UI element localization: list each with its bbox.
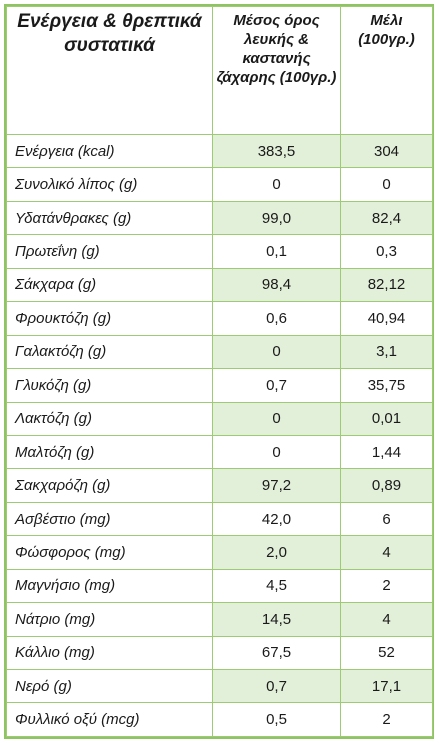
table-row: Φρουκτόζη (g) 0,6 40,94 <box>6 301 433 336</box>
honey-value: 3,1 <box>340 334 433 370</box>
table-row: Πρωτεΐνη (g) 0,1 0,3 <box>6 234 433 269</box>
sugar-value: 2,0 <box>212 535 341 570</box>
table-header-row: Ενέργεια & θρεπτικά συστατικά Μέσος όρος… <box>6 6 433 135</box>
sugar-value: 97,2 <box>212 468 341 503</box>
honey-value: 1,44 <box>340 434 433 470</box>
table-row: Φυλλικό οξύ (mcg) 0,5 2 <box>6 702 433 737</box>
honey-value: 4 <box>340 535 433 570</box>
table-row: Ασβέστιο (mg) 42,0 6 <box>6 501 433 537</box>
sugar-value: 383,5 <box>212 133 341 169</box>
nutrient-label: Φώσφορος (mg) <box>6 535 213 570</box>
honey-value: 35,75 <box>340 368 433 403</box>
table-row: Σάκχαρα (g) 98,4 82,12 <box>6 267 433 303</box>
honey-value: 0 <box>340 167 433 202</box>
honey-value: 0,3 <box>340 234 433 269</box>
sugar-value: 0 <box>212 434 341 470</box>
nutrient-label: Λακτόζη (g) <box>6 401 213 436</box>
nutrient-label: Μαγνήσιο (mg) <box>6 568 213 604</box>
nutrient-label: Νερό (g) <box>6 668 213 704</box>
table-row: Ενέργεια (kcal) 383,5 304 <box>6 133 433 169</box>
honey-value: 17,1 <box>340 668 433 704</box>
sugar-value: 0,7 <box>212 668 341 704</box>
honey-value: 82,12 <box>340 267 433 303</box>
sugar-value: 67,5 <box>212 635 341 671</box>
table-row: Μαλτόζη (g) 0 1,44 <box>6 434 433 470</box>
sugar-value: 99,0 <box>212 200 341 236</box>
nutrient-label: Ασβέστιο (mg) <box>6 501 213 537</box>
table-row: Λακτόζη (g) 0 0,01 <box>6 401 433 436</box>
sugar-value: 98,4 <box>212 267 341 303</box>
sugar-value: 4,5 <box>212 568 341 604</box>
nutrient-label: Φυλλικό οξύ (mcg) <box>6 702 213 737</box>
nutrient-label: Σάκχαρα (g) <box>6 267 213 303</box>
nutrient-label: Νάτριο (mg) <box>6 602 213 637</box>
nutrient-label: Φρουκτόζη (g) <box>6 301 213 336</box>
nutrition-table-frame: Ενέργεια & θρεπτικά συστατικά Μέσος όρος… <box>4 4 434 739</box>
honey-value: 304 <box>340 133 433 169</box>
sugar-value: 0,6 <box>212 301 341 336</box>
table-row: Μαγνήσιο (mg) 4,5 2 <box>6 568 433 604</box>
sugar-value: 42,0 <box>212 501 341 537</box>
header-nutrients: Ενέργεια & θρεπτικά συστατικά <box>6 6 213 135</box>
nutrient-label: Πρωτεΐνη (g) <box>6 234 213 269</box>
nutrient-label: Ενέργεια (kcal) <box>6 133 213 169</box>
nutrient-label: Γαλακτόζη (g) <box>6 334 213 370</box>
honey-value: 52 <box>340 635 433 671</box>
honey-value: 2 <box>340 702 433 737</box>
nutrient-label: Υδατάνθρακες (g) <box>6 200 213 236</box>
table-row: Φώσφορος (mg) 2,0 4 <box>6 535 433 570</box>
header-sugar: Μέσος όρος λευκής & καστανής ζάχαρης (10… <box>212 6 341 135</box>
honey-value: 4 <box>340 602 433 637</box>
sugar-value: 0 <box>212 167 341 202</box>
nutrient-label: Σακχαρόζη (g) <box>6 468 213 503</box>
sugar-value: 0,5 <box>212 702 341 737</box>
honey-value: 0,01 <box>340 401 433 436</box>
table-row: Σακχαρόζη (g) 97,2 0,89 <box>6 468 433 503</box>
table-row: Υδατάνθρακες (g) 99,0 82,4 <box>6 200 433 236</box>
sugar-value: 0 <box>212 334 341 370</box>
table-row: Γαλακτόζη (g) 0 3,1 <box>6 334 433 370</box>
header-honey: Μέλι (100γρ.) <box>340 6 433 135</box>
nutrition-comparison-table: Ενέργεια & θρεπτικά συστατικά Μέσος όρος… <box>6 6 433 737</box>
table-body: Ενέργεια (kcal) 383,5 304 Συνολικό λίπος… <box>6 133 433 737</box>
table-row: Νερό (g) 0,7 17,1 <box>6 668 433 704</box>
honey-value: 40,94 <box>340 301 433 336</box>
nutrient-label: Γλυκόζη (g) <box>6 368 213 403</box>
honey-value: 82,4 <box>340 200 433 236</box>
table-row: Νάτριο (mg) 14,5 4 <box>6 602 433 637</box>
honey-value: 6 <box>340 501 433 537</box>
table-row: Γλυκόζη (g) 0,7 35,75 <box>6 368 433 403</box>
honey-value: 2 <box>340 568 433 604</box>
sugar-value: 14,5 <box>212 602 341 637</box>
sugar-value: 0 <box>212 401 341 436</box>
nutrient-label: Συνολικό λίπος (g) <box>6 167 213 202</box>
sugar-value: 0,7 <box>212 368 341 403</box>
nutrient-label: Μαλτόζη (g) <box>6 434 213 470</box>
table-row: Κάλλιο (mg) 67,5 52 <box>6 635 433 671</box>
nutrient-label: Κάλλιο (mg) <box>6 635 213 671</box>
honey-value: 0,89 <box>340 468 433 503</box>
table-row: Συνολικό λίπος (g) 0 0 <box>6 167 433 202</box>
sugar-value: 0,1 <box>212 234 341 269</box>
